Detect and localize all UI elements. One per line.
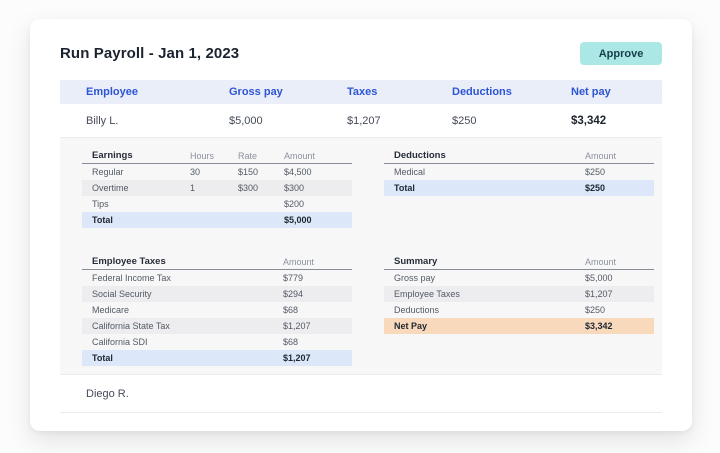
row-amount: $68 bbox=[283, 305, 299, 315]
row-amount: $1,207 bbox=[283, 353, 311, 363]
row-label: Total bbox=[394, 183, 415, 193]
earnings-title: Earnings bbox=[92, 150, 133, 161]
row-amount: $250 bbox=[585, 167, 606, 177]
deductions-table-header: Deductions Amount bbox=[384, 148, 654, 164]
row-amount: $4,500 bbox=[284, 167, 312, 177]
earnings-total-row: Total $5,000 bbox=[82, 212, 352, 228]
employee-taxes-table: Employee Taxes Amount Federal Income Tax… bbox=[82, 254, 352, 366]
row-amount: $250 bbox=[585, 183, 606, 193]
column-header-net-pay: Net pay bbox=[571, 86, 611, 98]
earnings-table: Earnings Hours Rate Amount Regular 30 $1… bbox=[82, 148, 352, 228]
row-amount: $1,207 bbox=[585, 289, 613, 299]
payroll-table: Employee Gross pay Taxes Deductions Net … bbox=[60, 80, 662, 413]
column-header-taxes: Taxes bbox=[347, 86, 378, 98]
approve-button[interactable]: Approve bbox=[580, 42, 662, 65]
payroll-table-header: Employee Gross pay Taxes Deductions Net … bbox=[60, 80, 662, 104]
employee-taxes-col-amount: Amount bbox=[283, 256, 315, 267]
row-label: Net Pay bbox=[394, 321, 428, 331]
cell-employee-name: Diego R. bbox=[86, 387, 129, 400]
row-label: Employee Taxes bbox=[394, 289, 460, 299]
row-label: Total bbox=[92, 353, 113, 363]
employee-taxes-row: Federal Income Tax $779 bbox=[82, 270, 352, 286]
earnings-col-rate: Rate bbox=[238, 150, 258, 161]
row-hours: 1 bbox=[190, 183, 196, 193]
cell-deductions: $250 bbox=[452, 114, 477, 127]
column-header-deductions: Deductions bbox=[452, 86, 512, 98]
column-header-gross-pay: Gross pay bbox=[229, 86, 283, 98]
row-label: Social Security bbox=[92, 289, 152, 299]
row-rate: $300 bbox=[238, 183, 259, 193]
summary-title: Summary bbox=[394, 256, 438, 267]
row-label: California State Tax bbox=[92, 321, 170, 331]
table-row-diego[interactable]: Diego R. bbox=[60, 375, 662, 413]
cell-employee-name: Billy L. bbox=[86, 114, 119, 127]
row-rate: $150 bbox=[238, 167, 259, 177]
earnings-col-hours: Hours bbox=[190, 150, 215, 161]
row-label: Tips bbox=[92, 199, 109, 209]
summary-row: Deductions $250 bbox=[384, 302, 654, 318]
summary-col-amount: Amount bbox=[585, 256, 617, 267]
row-amount: $3,342 bbox=[585, 321, 613, 331]
row-hours: 30 bbox=[190, 167, 201, 177]
summary-row: Gross pay $5,000 bbox=[384, 270, 654, 286]
cell-taxes: $1,207 bbox=[347, 114, 381, 127]
payroll-card: Run Payroll - Jan 1, 2023 Approve Employ… bbox=[30, 19, 692, 431]
deductions-title: Deductions bbox=[394, 150, 446, 161]
row-amount: $294 bbox=[283, 289, 304, 299]
page-title: Run Payroll - Jan 1, 2023 bbox=[60, 45, 240, 62]
row-amount: $200 bbox=[284, 199, 305, 209]
table-row-billy[interactable]: Billy L. $5,000 $1,207 $250 $3,342 bbox=[60, 104, 662, 138]
deductions-col-amount: Amount bbox=[585, 150, 617, 161]
row-label: Overtime bbox=[92, 183, 129, 193]
employee-taxes-table-header: Employee Taxes Amount bbox=[82, 254, 352, 270]
employee-taxes-row: Medicare $68 bbox=[82, 302, 352, 318]
employee-taxes-title: Employee Taxes bbox=[92, 256, 166, 267]
summary-row: Employee Taxes $1,207 bbox=[384, 286, 654, 302]
deductions-table: Deductions Amount Medical $250 Total $25… bbox=[384, 148, 654, 228]
row-amount: $250 bbox=[585, 305, 606, 315]
employee-taxes-total-row: Total $1,207 bbox=[82, 350, 352, 366]
row-label: Regular bbox=[92, 167, 124, 177]
row-label: Federal Income Tax bbox=[92, 273, 171, 283]
row-amount: $5,000 bbox=[585, 273, 613, 283]
row-label: Deductions bbox=[394, 305, 440, 315]
earnings-row: Tips $200 bbox=[82, 196, 352, 212]
card-header: Run Payroll - Jan 1, 2023 Approve bbox=[60, 19, 662, 80]
summary-netpay-row: Net Pay $3,342 bbox=[384, 318, 654, 334]
cell-net-pay: $3,342 bbox=[571, 114, 607, 127]
earnings-row: Regular 30 $150 $4,500 bbox=[82, 164, 352, 180]
earnings-table-header: Earnings Hours Rate Amount bbox=[82, 148, 352, 164]
deductions-total-row: Total $250 bbox=[384, 180, 654, 196]
row-label: Total bbox=[92, 215, 113, 225]
payroll-detail-panel: Earnings Hours Rate Amount Regular 30 $1… bbox=[60, 138, 662, 375]
deductions-row: Medical $250 bbox=[384, 164, 654, 180]
summary-table-header: Summary Amount bbox=[384, 254, 654, 270]
row-label: Medical bbox=[394, 167, 426, 177]
earnings-col-amount: Amount bbox=[284, 150, 316, 161]
employee-taxes-row: California SDI $68 bbox=[82, 334, 352, 350]
column-header-employee: Employee bbox=[86, 86, 138, 98]
employee-taxes-row: Social Security $294 bbox=[82, 286, 352, 302]
row-amount: $779 bbox=[283, 273, 304, 283]
row-label: California SDI bbox=[92, 337, 148, 347]
row-amount: $5,000 bbox=[284, 215, 312, 225]
row-amount: $1,207 bbox=[283, 321, 311, 331]
row-label: Medicare bbox=[92, 305, 130, 315]
row-amount: $300 bbox=[284, 183, 305, 193]
row-amount: $68 bbox=[283, 337, 299, 347]
summary-table: Summary Amount Gross pay $5,000 Employee… bbox=[384, 254, 654, 366]
earnings-row: Overtime 1 $300 $300 bbox=[82, 180, 352, 196]
employee-taxes-row: California State Tax $1,207 bbox=[82, 318, 352, 334]
row-label: Gross pay bbox=[394, 273, 436, 283]
cell-gross-pay: $5,000 bbox=[229, 114, 263, 127]
